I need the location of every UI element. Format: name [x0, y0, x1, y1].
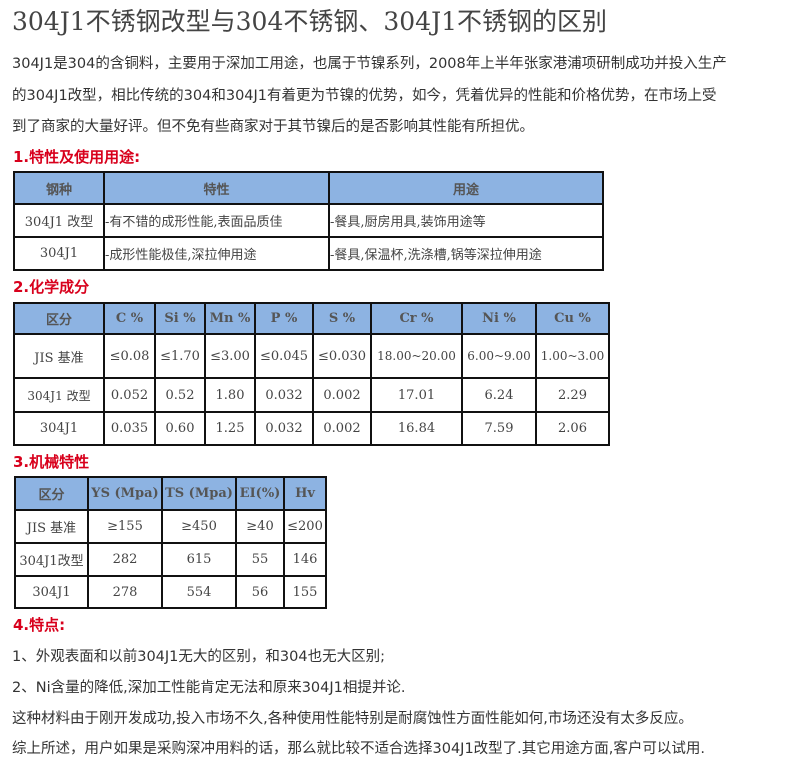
cell: 304J1 改型 — [13, 377, 105, 413]
table-header: S % — [312, 302, 372, 335]
cell: JIS 基准 — [14, 509, 89, 544]
intro-line: 到了商家的大量好评。但不免有些商家对于其节镍后的是否影响其性能有所担优。 — [12, 119, 534, 135]
table-header: Cu % — [535, 302, 610, 335]
cell: ≥40 — [235, 509, 285, 544]
cell: -成形性能极佳,深拉伸用途 — [103, 236, 330, 271]
cell: 0.002 — [312, 377, 372, 413]
cell: 2.29 — [535, 377, 610, 413]
table-row: JIS 基准 ≤0.08 ≤1.70 ≤3.00 ≤0.045 ≤0.030 18.00~2… — [13, 333, 610, 379]
table-row: 304J1 改型 0.052 0.52 1.80 0.032 0.002 17.01 6.24… — [13, 377, 610, 413]
table-header: EI(%) — [235, 476, 285, 511]
table-header: 钢种 — [13, 171, 105, 205]
cell: ≤0.045 — [254, 333, 314, 379]
cell: 0.002 — [312, 411, 372, 446]
page-title: 304J1不锈钢改型与304不锈钢、304J1不锈钢的区别 — [12, 7, 608, 36]
section-heading-mechanical: 3.机械特性 — [13, 453, 90, 471]
section-heading-chemistry: 2.化学成分 — [13, 278, 90, 296]
cell: 6.00~9.00 — [461, 333, 537, 379]
cell: 615 — [161, 542, 237, 577]
cell: 6.24 — [461, 377, 537, 413]
cell: 1.25 — [204, 411, 256, 446]
table-header: 特性 — [103, 171, 330, 205]
table-row: 304J1 278 554 56 155 — [14, 575, 327, 609]
cell: 278 — [87, 575, 163, 609]
cell: 55 — [235, 542, 285, 577]
cell: 304J1 — [14, 575, 89, 609]
table-header: 区分 — [13, 302, 105, 335]
table-header: Hv — [283, 476, 327, 511]
cell: ≤0.030 — [312, 333, 372, 379]
cell: 155 — [283, 575, 327, 609]
table-row: JIS 基准 ≥155 ≥450 ≥40 ≤200 — [14, 509, 327, 544]
section-heading-properties: 1.特性及使用用途: — [13, 148, 141, 166]
section-heading-features: 4.特点: — [13, 616, 66, 634]
cell: 282 — [87, 542, 163, 577]
cell: -有不错的成形性能,表面品质佳 — [103, 203, 330, 238]
table-header: C % — [103, 302, 156, 335]
table-header: 区分 — [14, 476, 89, 511]
table-row: 304J1 改型 -有不错的成形性能,表面品质佳 -餐具,厨房用具,装饰用途等 — [13, 203, 604, 238]
cell: ≤0.08 — [103, 333, 156, 379]
cell: 1.00~3.00 — [535, 333, 610, 379]
chemistry-table: 区分 C % Si % Mn % P % S % Cr % Ni % Cu % JIS 基准 ≤0.… — [13, 302, 610, 446]
cell: ≤1.70 — [154, 333, 206, 379]
cell: 56 — [235, 575, 285, 609]
cell: 0.035 — [103, 411, 156, 446]
cell: 7.59 — [461, 411, 537, 446]
cell: 554 — [161, 575, 237, 609]
table-header: Mn % — [204, 302, 256, 335]
cell: 0.032 — [254, 411, 314, 446]
feature-line: 1、外观表面和以前304J1无大的区别，和304也无大区别; — [12, 649, 385, 665]
cell: ≤3.00 — [204, 333, 256, 379]
cell: 304J1 — [13, 236, 105, 271]
cell: 304J1 — [13, 411, 105, 446]
table-header: YS (Mpa) — [87, 476, 163, 511]
cell: 0.032 — [254, 377, 314, 413]
feature-line: 这种材料由于刚开发成功,投入市场不久,各种使用性能特别是耐腐蚀性方面性能如何,市… — [12, 711, 693, 727]
table-row: 304J1 -成形性能极佳,深拉伸用途 -餐具,保温杯,洗涤槽,锅等深拉伸用途 — [13, 236, 604, 271]
cell: 1.80 — [204, 377, 256, 413]
cell: ≤200 — [283, 509, 327, 544]
table-header: Si % — [154, 302, 206, 335]
table-header: TS (Mpa) — [161, 476, 237, 511]
table-header: Ni % — [461, 302, 537, 335]
cell: 0.52 — [154, 377, 206, 413]
cell: 17.01 — [370, 377, 463, 413]
table-row: 304J1 0.035 0.60 1.25 0.032 0.002 16.84 7.59 2.0… — [13, 411, 610, 446]
cell: -餐具,厨房用具,装饰用途等 — [328, 203, 604, 238]
cell: 16.84 — [370, 411, 463, 446]
cell: JIS 基准 — [13, 333, 105, 379]
mechanical-table: 区分 YS (Mpa) TS (Mpa) EI(%) Hv JIS 基准 ≥155 ≥450 ≥… — [14, 476, 327, 609]
cell: 304J1 改型 — [13, 203, 105, 238]
feature-line: 综上所述，用户如果是采购深冲用料的话，那么就比较不适合选择304J1改型了.其它… — [12, 741, 706, 757]
cell: 0.052 — [103, 377, 156, 413]
cell: 0.60 — [154, 411, 206, 446]
table-header: Cr % — [370, 302, 463, 335]
properties-table: 钢种 特性 用途 304J1 改型 -有不错的成形性能,表面品质佳 -餐具,厨房用具,装… — [13, 171, 604, 271]
cell: 304J1改型 — [14, 542, 89, 577]
intro-line: 的304J1改型，相比传统的304和304J1有着更为节镍的优势，如今，凭着优异… — [12, 88, 717, 104]
cell: 2.06 — [535, 411, 610, 446]
intro-line: 304J1是304的含铜料，主要用于深加工用途，也属于节镍系列，2008年上半年… — [12, 56, 727, 72]
cell: ≥155 — [87, 509, 163, 544]
cell: 146 — [283, 542, 327, 577]
cell: 18.00~20.00 — [370, 333, 463, 379]
table-header: P % — [254, 302, 314, 335]
feature-line: 2、Ni含量的降低,深加工性能肯定无法和原来304J1相提并论. — [12, 680, 406, 696]
cell: -餐具,保温杯,洗涤槽,锅等深拉伸用途 — [328, 236, 604, 271]
cell: ≥450 — [161, 509, 237, 544]
table-header: 用途 — [328, 171, 604, 205]
table-row: 304J1改型 282 615 55 146 — [14, 542, 327, 577]
